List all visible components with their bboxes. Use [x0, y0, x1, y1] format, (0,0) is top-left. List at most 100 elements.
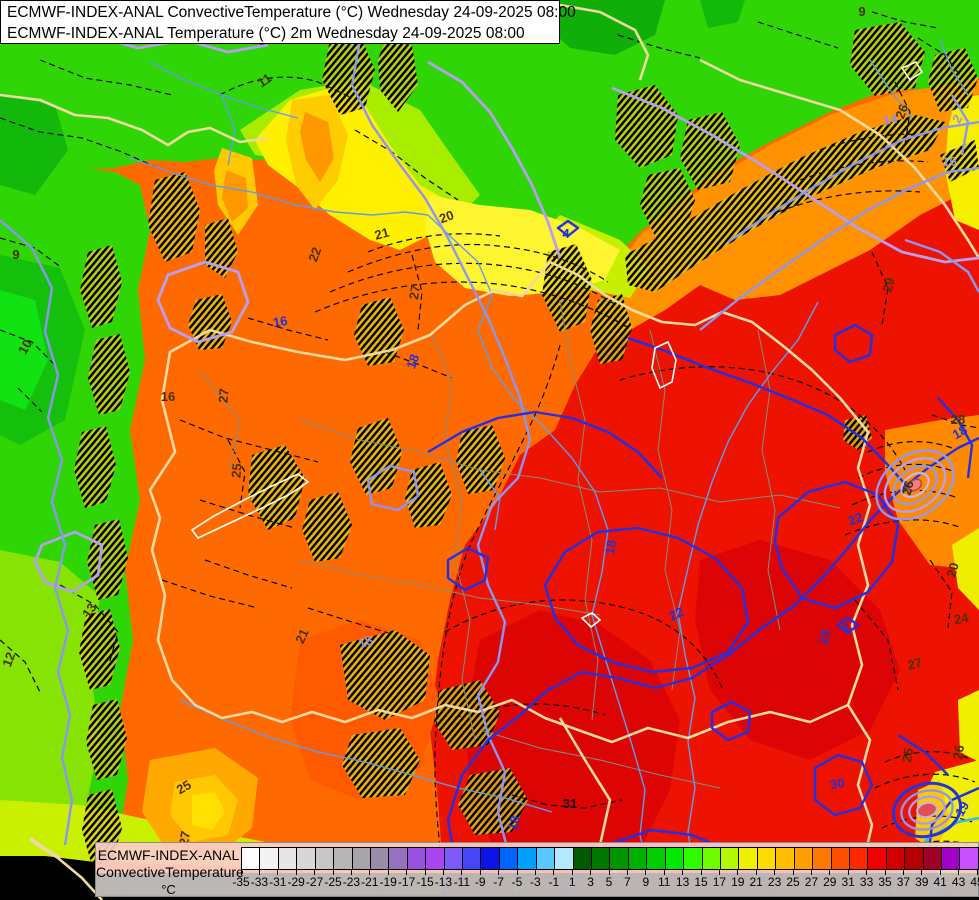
color-cell — [684, 848, 703, 869]
scale-tick — [774, 870, 776, 875]
scale-tick — [921, 870, 923, 875]
contour-label: 16 — [272, 313, 289, 330]
scale-tick — [958, 870, 960, 875]
legend-units: °C — [161, 882, 176, 897]
title-box: ECMWF-INDEX-ANAL ConvectiveTemperature (… — [0, 0, 576, 44]
scale-tick — [682, 870, 684, 875]
contour-label: 21 — [373, 225, 391, 243]
contour-label: 18 — [950, 422, 970, 442]
contour-label: 23 — [816, 629, 833, 646]
title-line-2: ECMWF-INDEX-ANAL Temperature (°C) 2m Wed… — [7, 25, 525, 42]
lake-outlines — [190, 60, 924, 629]
scale-tick — [645, 870, 647, 875]
color-cell — [370, 848, 390, 869]
scale-tick-label: -1 — [548, 875, 560, 889]
scale-tick-label: 17 — [712, 875, 727, 889]
color-cell — [315, 848, 335, 869]
color-cell — [960, 848, 978, 869]
contour-label: 10 — [15, 337, 35, 357]
scale-tick — [884, 870, 886, 875]
scale-tick-label: 37 — [896, 875, 911, 889]
scale-tick-label: 29 — [823, 875, 837, 889]
title-line-1: ECMWF-INDEX-ANAL ConvectiveTemperature (… — [7, 4, 576, 21]
scale-tick — [976, 870, 978, 875]
contour-label: 18 — [602, 539, 619, 556]
scale-tick — [663, 870, 665, 875]
scale-tick-label: -33 — [250, 875, 269, 889]
color-cell — [426, 848, 445, 869]
scale-tick-label: 43 — [951, 875, 966, 889]
contour-label: 4 — [562, 226, 570, 241]
scale-tick-label: -29 — [287, 875, 305, 889]
scale-tick — [755, 870, 757, 875]
color-cell — [923, 848, 943, 869]
scale-tick — [406, 870, 408, 875]
scale-tick-label: 3 — [587, 875, 594, 889]
contour-label: 18 — [403, 352, 422, 371]
rivers — [129, 39, 969, 881]
color-cell — [352, 848, 371, 869]
scale-tick — [442, 870, 444, 875]
legend-parameter: ConvectiveTemperature — [96, 864, 244, 880]
scale-tick — [258, 870, 260, 875]
color-cell — [260, 848, 279, 869]
scale-tick-label: 5 — [605, 875, 613, 889]
scale-tick-label: 1 — [568, 875, 576, 889]
scale-tick — [498, 870, 500, 875]
contour-label: 20 — [437, 207, 456, 226]
scale-tick-label: 45 — [970, 875, 979, 889]
contour-label: 22 — [666, 604, 685, 624]
legend: ECMWF-INDEX-ANAL ConvectiveTemperature °… — [95, 842, 979, 897]
scale-tick — [553, 870, 555, 875]
scale-tick-label: -25 — [324, 875, 342, 889]
color-cell — [389, 848, 408, 869]
scale-tick — [810, 870, 812, 875]
contour-label: 9 — [858, 4, 865, 19]
contour-label: 25 — [899, 747, 916, 764]
scale-tick-label: 21 — [749, 875, 763, 889]
color-cell — [481, 848, 500, 869]
scale-tick — [314, 870, 316, 875]
scale-tick — [369, 870, 371, 875]
color-cell — [592, 848, 611, 869]
color-cell — [278, 848, 298, 869]
scale-tick — [590, 870, 592, 875]
scale-tick — [792, 870, 794, 875]
ring-features — [875, 449, 963, 839]
scale-tick-label: -13 — [434, 875, 453, 889]
contour-label: 12 — [0, 650, 18, 669]
scale-tick-label: -35 — [232, 875, 250, 889]
color-cell — [886, 848, 906, 869]
contour-label: 30 — [829, 775, 846, 792]
color-cell — [610, 848, 629, 869]
scale-tick-label: 27 — [804, 875, 819, 889]
color-cell — [536, 848, 556, 869]
contour-label: 14 — [882, 111, 900, 128]
contour-label: 27 — [406, 284, 423, 301]
scale-tick-label: 31 — [841, 875, 855, 889]
color-cell — [518, 848, 537, 869]
scale-tick — [626, 870, 628, 875]
contour-label: 16 — [161, 389, 175, 404]
contour-label: 16 — [942, 153, 958, 169]
scale-tick-label: -15 — [416, 875, 434, 889]
scale-tick — [387, 870, 389, 875]
color-cell — [628, 848, 648, 869]
legend-product: ECMWF-INDEX-ANAL — [97, 847, 240, 863]
contour-label: 26 — [899, 479, 917, 497]
scale-tick-label: -27 — [305, 875, 324, 889]
color-cell — [794, 848, 814, 869]
scale-tick-label: -21 — [361, 875, 379, 889]
scale-tick-label: 11 — [657, 875, 671, 889]
contour-label: 28 — [951, 412, 965, 427]
scale-tick-label: -7 — [493, 875, 504, 889]
scale-tick — [295, 870, 297, 875]
scale-tick-label: 33 — [859, 875, 874, 889]
scale-tick-label: -19 — [379, 875, 397, 889]
contour-label: 31 — [563, 796, 577, 811]
scale-tick — [866, 870, 868, 875]
contour-label: 26 — [950, 744, 967, 761]
